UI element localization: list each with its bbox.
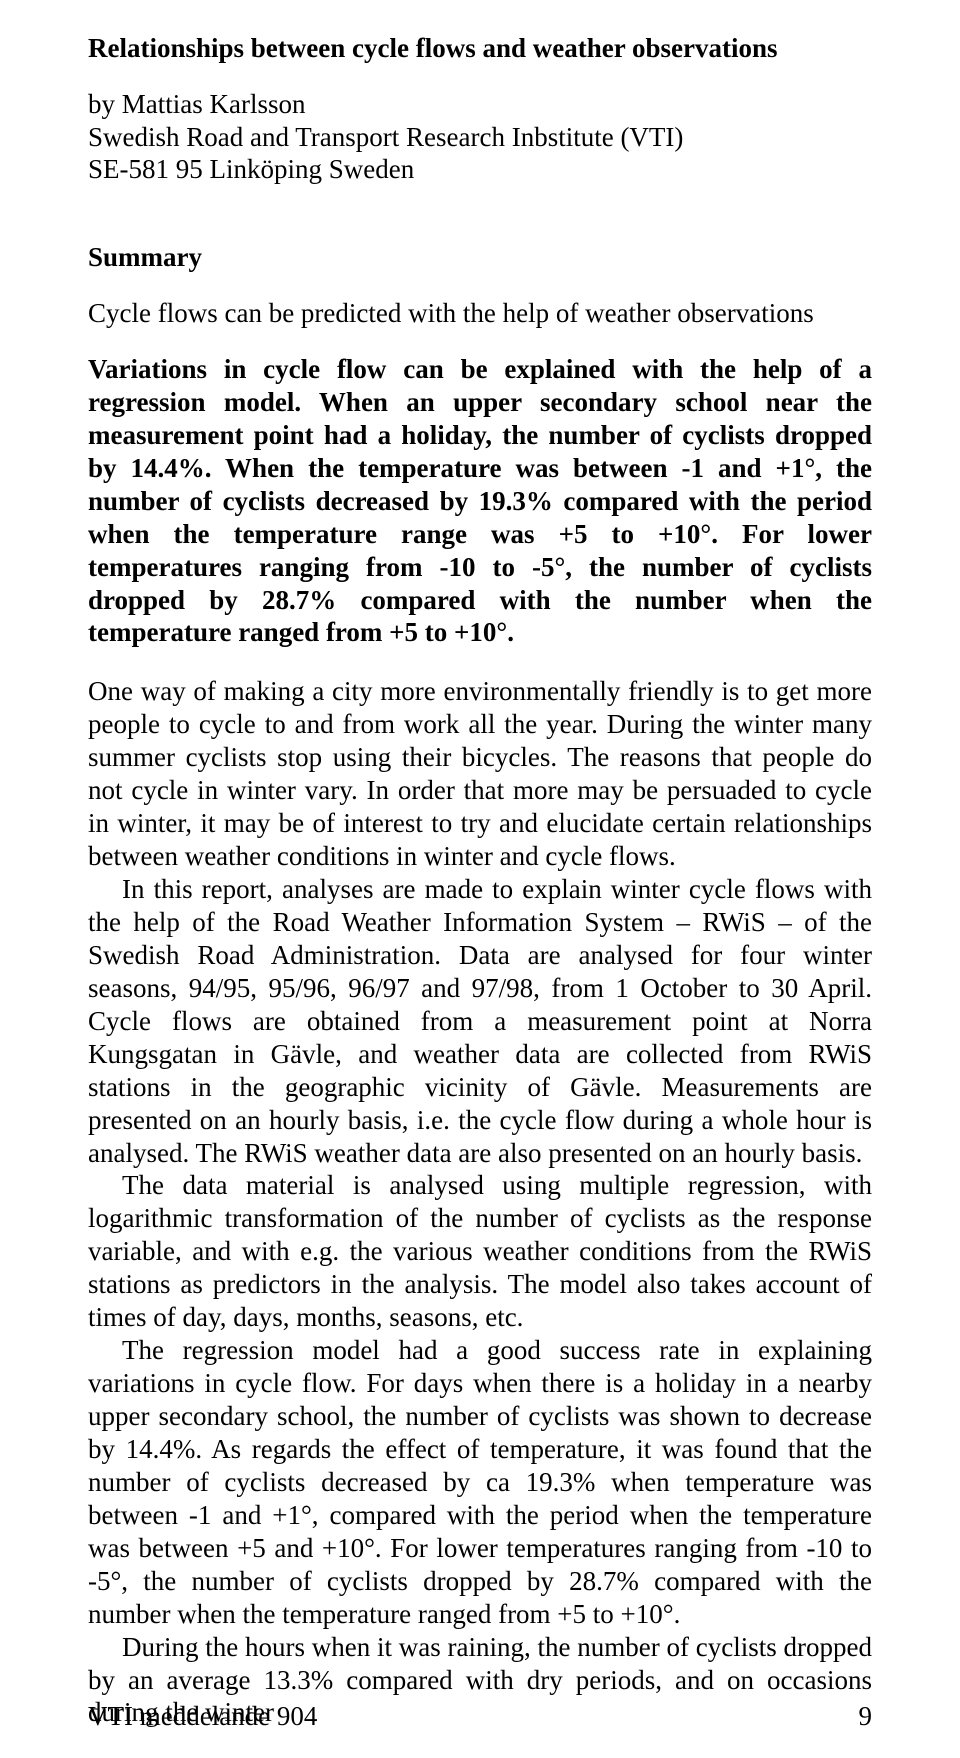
abstract-paragraph: Variations in cycle flow can be explaine… <box>88 353 872 649</box>
body-paragraph-1: One way of making a city more environmen… <box>88 675 872 873</box>
body-paragraph-3: The data material is analysed using mult… <box>88 1169 872 1334</box>
body-paragraph-4: The regression model had a good success … <box>88 1334 872 1630</box>
affiliation-line-2: SE-581 95 Linköping Sweden <box>88 153 872 185</box>
footer-page-number: 9 <box>859 1701 873 1732</box>
footer-left-text: VTI meddelande 904 <box>88 1701 317 1732</box>
author-byline: by Mattias Karlsson <box>88 88 872 120</box>
summary-subheading: Cycle flows can be predicted with the he… <box>88 297 872 329</box>
document-page: Relationships between cycle flows and we… <box>0 0 960 1758</box>
affiliation-line-1: Swedish Road and Transport Research Inbs… <box>88 121 872 153</box>
page-footer: VTI meddelande 904 9 <box>88 1701 872 1732</box>
byline-block: by Mattias Karlsson Swedish Road and Tra… <box>88 88 872 185</box>
document-title: Relationships between cycle flows and we… <box>88 32 872 64</box>
body-paragraph-2: In this report, analyses are made to exp… <box>88 873 872 1169</box>
summary-heading: Summary <box>88 242 872 273</box>
